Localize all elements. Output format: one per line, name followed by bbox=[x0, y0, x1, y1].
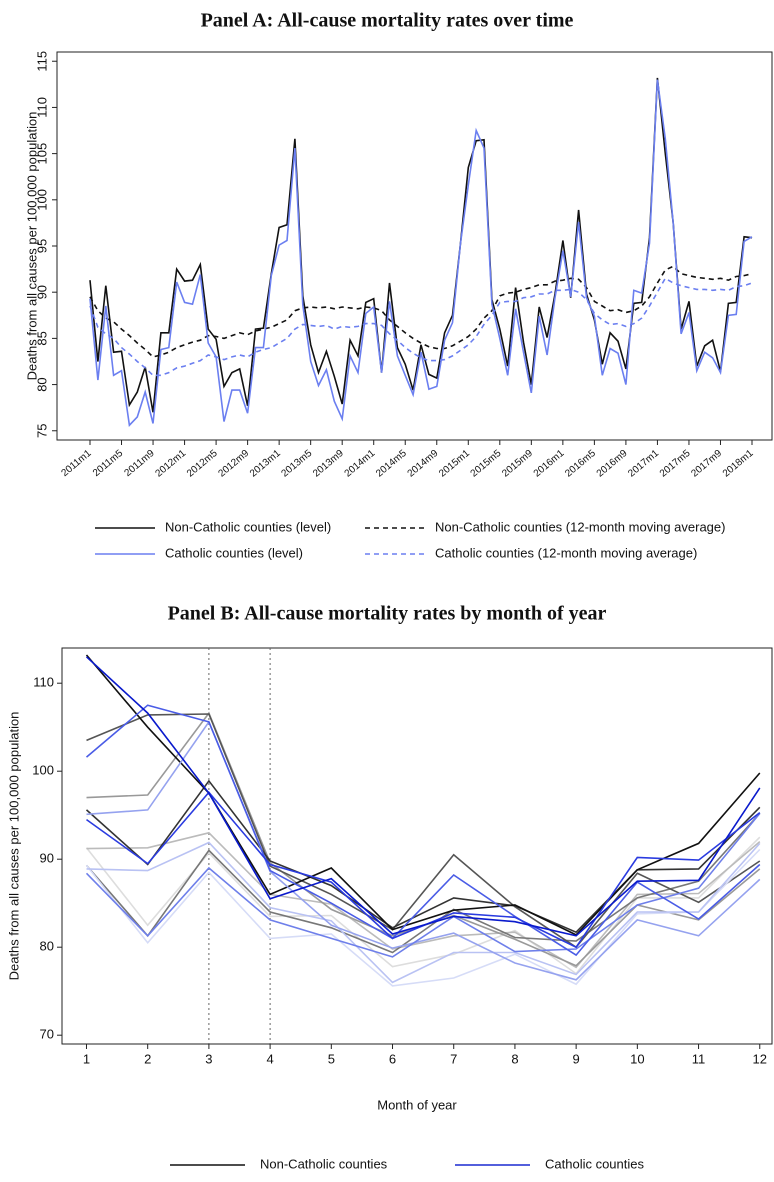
y-tick-label: 70 bbox=[40, 1027, 54, 1042]
chart-title: Panel B: All-cause mortality rates by mo… bbox=[168, 603, 607, 625]
x-tick-label: 2011m5 bbox=[91, 448, 126, 479]
data-line bbox=[89, 79, 753, 427]
data-line bbox=[85, 848, 761, 987]
y-tick-label: 110 bbox=[33, 675, 54, 690]
data-line bbox=[85, 654, 761, 936]
data-line bbox=[89, 277, 753, 377]
data-line bbox=[89, 77, 753, 413]
x-tick-label: 1 bbox=[83, 1051, 90, 1066]
x-tick-label: 2015m1 bbox=[437, 448, 472, 480]
data-line bbox=[85, 812, 761, 958]
data-line bbox=[86, 841, 761, 984]
y-tick-label: 100 bbox=[34, 189, 49, 211]
x-tick-label: 2015m9 bbox=[500, 448, 535, 480]
x-tick-label: 2012m9 bbox=[216, 448, 251, 480]
y-tick-label: 80 bbox=[34, 377, 49, 391]
x-tick-label: 2014m9 bbox=[406, 448, 441, 480]
x-tick-label: 2015m5 bbox=[469, 448, 504, 480]
x-tick-label: 2012m1 bbox=[153, 448, 188, 480]
x-tick-label: 2014m5 bbox=[374, 448, 409, 480]
x-tick-label: 4 bbox=[266, 1051, 273, 1066]
x-tick-label: 2013m1 bbox=[248, 448, 283, 480]
data-line bbox=[86, 831, 761, 969]
x-tick-label: 2011m1 bbox=[59, 448, 94, 479]
x-tick-label: 2013m5 bbox=[280, 448, 315, 480]
y-tick-label: 100 bbox=[32, 763, 54, 778]
x-tick-label: 2 bbox=[144, 1051, 151, 1066]
y-tick-label: 80 bbox=[40, 939, 54, 954]
y-tick-label: 85 bbox=[34, 331, 49, 345]
x-tick-label: 2016m1 bbox=[532, 448, 567, 480]
x-tick-label: 9 bbox=[573, 1051, 580, 1066]
x-tick-label: 8 bbox=[511, 1051, 518, 1066]
x-tick-label: 11 bbox=[692, 1051, 706, 1066]
y-tick-label: 110 bbox=[34, 97, 49, 118]
y-tick-label: 115 bbox=[34, 51, 49, 72]
legend-label: Catholic counties bbox=[545, 1156, 644, 1171]
legend-label: Non-Catholic counties bbox=[260, 1156, 388, 1171]
x-tick-label: 2016m9 bbox=[595, 448, 630, 480]
data-line bbox=[85, 704, 761, 957]
x-tick-label: 2014m1 bbox=[343, 448, 378, 480]
legend-label: Catholic counties (12-month moving avera… bbox=[435, 545, 697, 560]
legend-label: Non-Catholic counties (12-month moving a… bbox=[435, 519, 725, 534]
y-tick-label: 95 bbox=[34, 239, 49, 253]
x-tick-label: 2011m9 bbox=[122, 448, 157, 479]
y-tick-label: 105 bbox=[34, 143, 49, 165]
x-tick-label: 2018m1 bbox=[721, 448, 756, 480]
data-line bbox=[89, 265, 753, 358]
x-tick-label: 7 bbox=[450, 1051, 457, 1066]
x-tick-label: 6 bbox=[389, 1051, 396, 1066]
data-line bbox=[85, 812, 761, 954]
y-tick-label: 90 bbox=[34, 285, 49, 299]
y-tick-label: 90 bbox=[40, 851, 54, 866]
data-line bbox=[85, 779, 761, 934]
data-line bbox=[86, 711, 761, 967]
y-axis-label: Deaths from all causes per 100,000 popul… bbox=[24, 112, 39, 381]
legend-label: Non-Catholic counties (level) bbox=[165, 519, 331, 534]
x-tick-label: 5 bbox=[328, 1051, 335, 1066]
data-line bbox=[85, 656, 761, 937]
chart-title: Panel A: All-cause mortality rates over … bbox=[201, 10, 574, 32]
x-tick-label: 2017m9 bbox=[689, 448, 724, 480]
legend-label: Catholic counties (level) bbox=[165, 545, 303, 560]
x-tick-label: 3 bbox=[205, 1051, 212, 1066]
y-tick-label: 75 bbox=[34, 424, 49, 438]
x-tick-label: 2017m1 bbox=[626, 448, 661, 480]
data-line bbox=[86, 720, 761, 981]
x-tick-label: 2017m5 bbox=[658, 448, 693, 480]
y-axis-label: Deaths from all causes per 100,000 popul… bbox=[6, 712, 21, 981]
x-tick-label: 10 bbox=[630, 1051, 644, 1066]
data-line bbox=[86, 713, 761, 949]
x-tick-label: 2013m9 bbox=[311, 448, 346, 480]
x-tick-label: 2012m5 bbox=[185, 448, 220, 480]
plot-frame bbox=[61, 647, 773, 1045]
x-tick-label: 2016m5 bbox=[563, 448, 598, 480]
x-axis-label: Month of year bbox=[377, 1097, 457, 1112]
x-tick-label: 12 bbox=[753, 1051, 767, 1066]
